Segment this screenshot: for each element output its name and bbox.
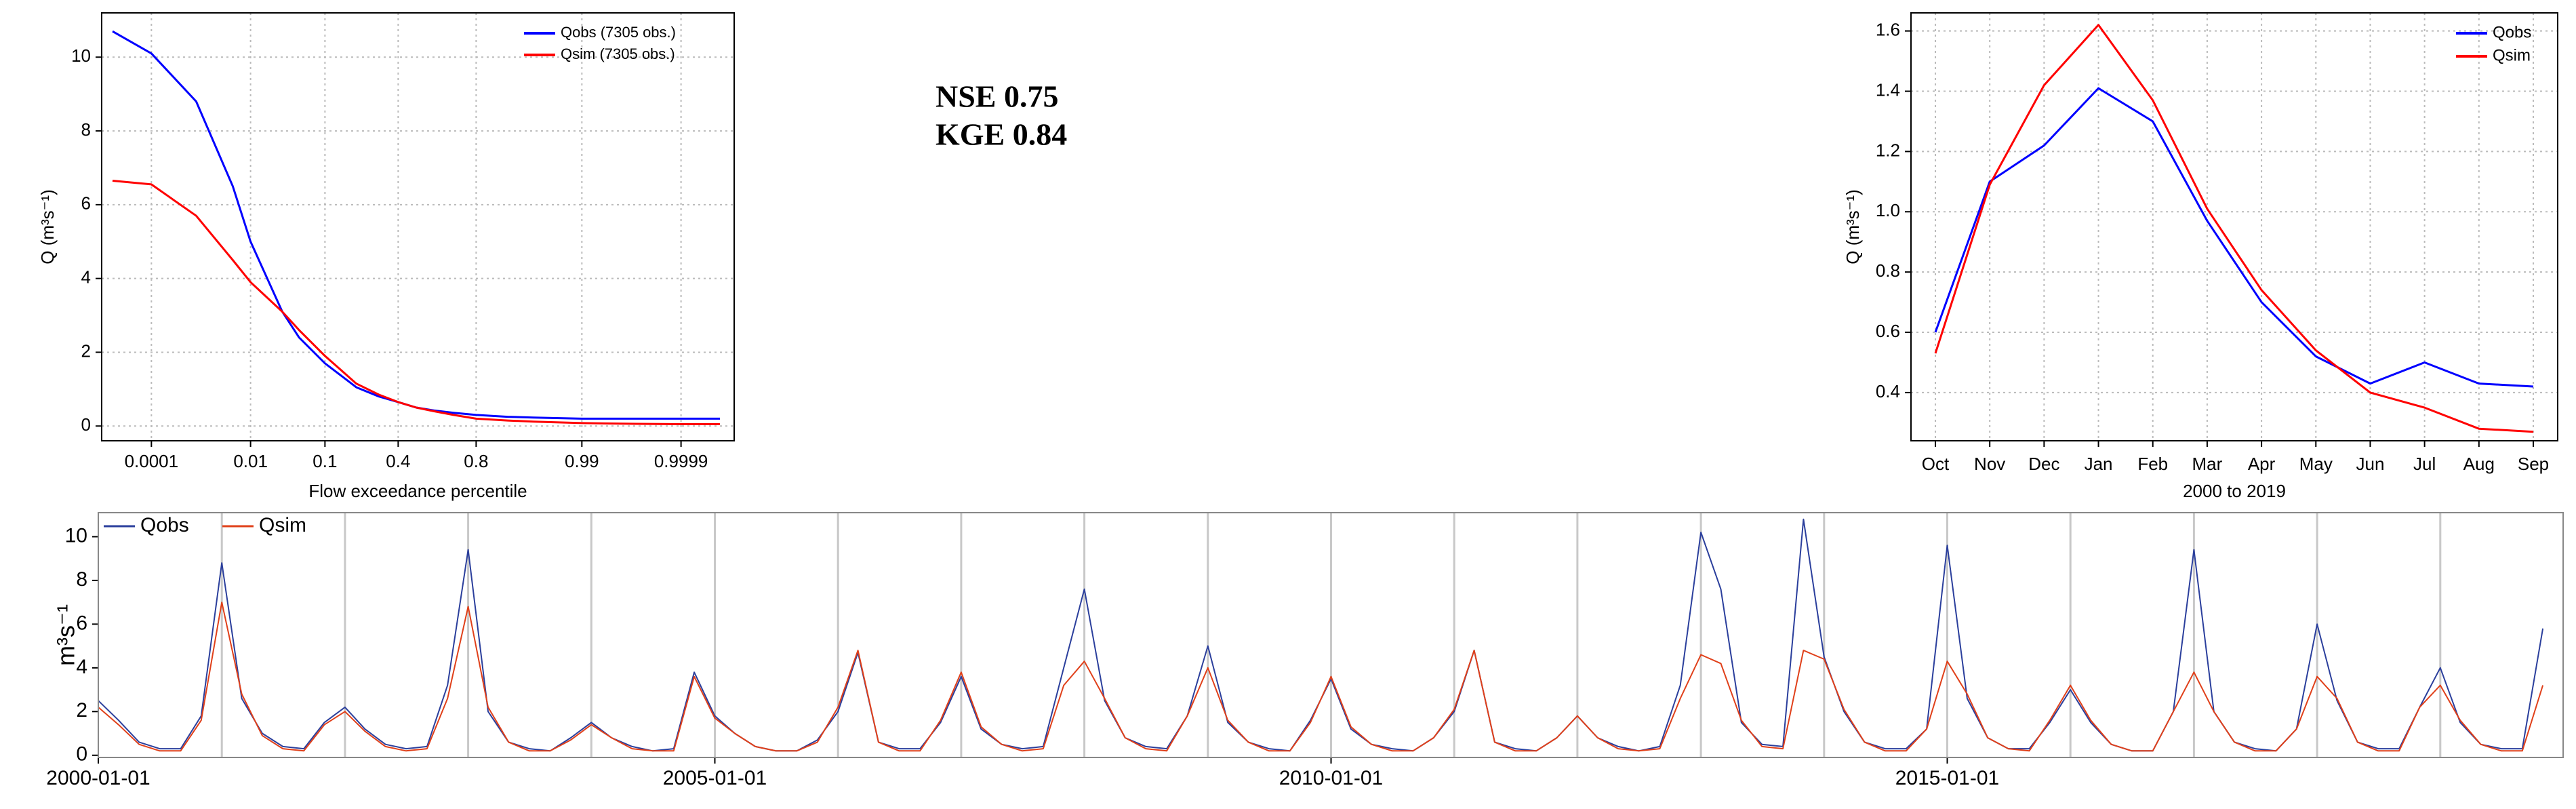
y-axis-label: Q (m³s⁻¹) xyxy=(1843,189,1863,264)
y-tick-label: 1.2 xyxy=(1876,140,1900,160)
x-tick-label: 0.99 xyxy=(565,451,599,471)
x-tick-label: Jan xyxy=(2085,454,2113,474)
x-tick-label: Nov xyxy=(1974,454,2005,474)
plot-frame xyxy=(1910,12,2558,441)
legend-label: Qsim xyxy=(259,514,306,536)
y-tick-label: 10 xyxy=(65,524,87,547)
legend-label: Qobs xyxy=(140,514,189,536)
x-tick-label: Feb xyxy=(2137,454,2168,474)
x-tick-label: Dec xyxy=(2028,454,2059,474)
y-tick-label: 10 xyxy=(71,45,91,66)
x-tick-label: 0.1 xyxy=(313,451,337,471)
x-tick-label: 0.4 xyxy=(386,451,410,471)
x-tick-label: Mar xyxy=(2192,454,2223,474)
y-tick-label: 1.0 xyxy=(1876,200,1900,220)
y-tick-label: 1.6 xyxy=(1876,20,1900,40)
kge-stat: KGE 0.84 xyxy=(935,117,1067,152)
y-tick-label: 4 xyxy=(81,267,91,288)
legend-label: Qobs (7305 obs.) xyxy=(561,24,676,41)
x-tick-label: Apr xyxy=(2248,454,2276,474)
plot-frame xyxy=(101,12,735,441)
y-tick-label: 1.4 xyxy=(1876,79,1900,100)
series-line xyxy=(98,518,2544,752)
x-tick-label: 2015-01-01 xyxy=(1895,767,1999,789)
y-axis-label: Q (m³s⁻¹) xyxy=(37,189,58,264)
x-tick-label: 2000-01-01 xyxy=(46,767,150,789)
x-tick-label: May xyxy=(2299,454,2333,474)
series-line xyxy=(98,601,2544,752)
x-tick-label: 0.9999 xyxy=(654,451,708,471)
y-tick-label: 6 xyxy=(81,193,91,214)
y-tick-label: 4 xyxy=(76,656,87,678)
y-tick-label: 0.8 xyxy=(1876,260,1900,281)
y-tick-label: 6 xyxy=(76,612,87,634)
y-tick-label: 0 xyxy=(81,414,91,435)
x-axis-label: Flow exceedance percentile xyxy=(308,481,527,501)
x-axis-label: 2000 to 2019 xyxy=(2183,481,2286,501)
x-tick-label: 0.8 xyxy=(464,451,488,471)
y-axis-label: m³s⁻¹ xyxy=(52,604,80,666)
x-tick-label: 0.0001 xyxy=(125,451,179,471)
x-tick-label: Jun xyxy=(2356,454,2384,474)
x-tick-label: Oct xyxy=(1922,454,1950,474)
legend-label: Qobs xyxy=(2493,23,2531,41)
x-tick-label: Jul xyxy=(2413,454,2436,474)
series-line xyxy=(112,180,720,425)
nse-stat: NSE 0.75 xyxy=(935,79,1058,114)
series-line xyxy=(1934,24,2534,433)
x-tick-label: 2010-01-01 xyxy=(1279,767,1383,789)
y-tick-label: 0.6 xyxy=(1876,321,1900,341)
series-line xyxy=(1934,87,2534,388)
plot-frame xyxy=(98,512,2564,758)
legend-label: Qsim (7305 obs.) xyxy=(561,45,675,62)
y-tick-label: 2 xyxy=(76,699,87,722)
y-tick-label: 8 xyxy=(81,119,91,140)
x-tick-label: 2005-01-01 xyxy=(663,767,767,789)
x-tick-label: 0.01 xyxy=(233,451,268,471)
legend-label: Qsim xyxy=(2493,46,2531,64)
y-tick-label: 0 xyxy=(76,743,87,766)
x-tick-label: Sep xyxy=(2518,454,2549,474)
x-tick-label: Aug xyxy=(2463,454,2495,474)
y-tick-label: 0.4 xyxy=(1876,381,1900,401)
y-tick-label: 2 xyxy=(81,340,91,361)
y-tick-label: 8 xyxy=(76,568,87,591)
